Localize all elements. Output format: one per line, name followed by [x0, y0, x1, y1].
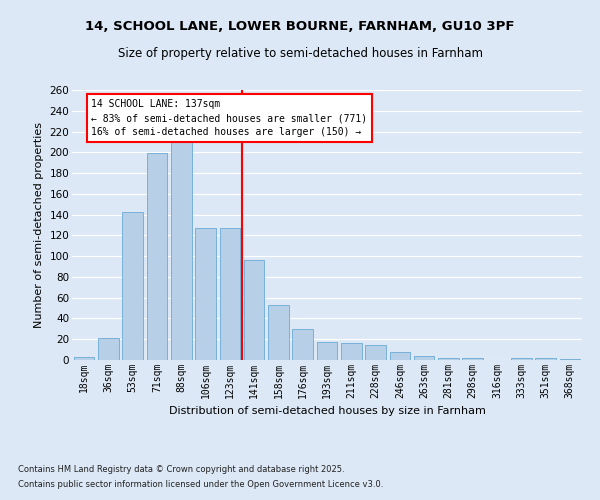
Bar: [122, 212, 143, 360]
Text: Contains HM Land Registry data © Crown copyright and database right 2025.: Contains HM Land Registry data © Crown c…: [18, 465, 344, 474]
Bar: [317, 342, 337, 360]
X-axis label: Distribution of semi-detached houses by size in Farnham: Distribution of semi-detached houses by …: [169, 406, 485, 416]
Bar: [268, 305, 289, 360]
Bar: [414, 356, 434, 360]
Bar: [463, 358, 483, 360]
Text: 14 SCHOOL LANE: 137sqm
← 83% of semi-detached houses are smaller (771)
16% of se: 14 SCHOOL LANE: 137sqm ← 83% of semi-det…: [91, 100, 368, 138]
Text: Contains public sector information licensed under the Open Government Licence v3: Contains public sector information licen…: [18, 480, 383, 489]
Bar: [511, 358, 532, 360]
Bar: [341, 344, 362, 360]
Bar: [560, 359, 580, 360]
Bar: [535, 358, 556, 360]
Bar: [389, 352, 410, 360]
Bar: [220, 228, 240, 360]
Bar: [365, 346, 386, 360]
Bar: [74, 357, 94, 360]
Bar: [195, 228, 216, 360]
Y-axis label: Number of semi-detached properties: Number of semi-detached properties: [34, 122, 44, 328]
Bar: [292, 329, 313, 360]
Bar: [244, 260, 265, 360]
Text: Size of property relative to semi-detached houses in Farnham: Size of property relative to semi-detach…: [118, 48, 482, 60]
Bar: [98, 338, 119, 360]
Bar: [171, 142, 191, 360]
Bar: [146, 154, 167, 360]
Bar: [438, 358, 459, 360]
Text: 14, SCHOOL LANE, LOWER BOURNE, FARNHAM, GU10 3PF: 14, SCHOOL LANE, LOWER BOURNE, FARNHAM, …: [85, 20, 515, 33]
